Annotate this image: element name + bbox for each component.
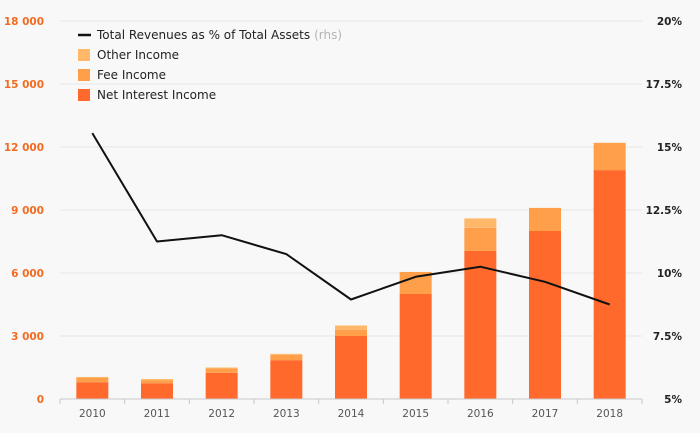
bar-net-interest-income bbox=[141, 383, 173, 399]
bar-other-income bbox=[270, 353, 303, 355]
legend-label-suffix: (rhs) bbox=[314, 28, 342, 42]
bar-fee-income bbox=[270, 354, 303, 361]
bar-net-interest-income bbox=[399, 294, 432, 399]
legend-label-text: Net Interest Income bbox=[97, 88, 216, 102]
legend: Total Revenues as % of Total Assets (rhs)… bbox=[78, 28, 342, 102]
bar-other-income bbox=[205, 367, 238, 369]
bar-fee-income bbox=[593, 142, 626, 171]
bar-fee-income bbox=[205, 368, 238, 373]
bar-fee-income bbox=[529, 207, 561, 231]
bar-net-interest-income bbox=[464, 250, 497, 399]
y-left-tick-label: 15 000 bbox=[4, 79, 44, 91]
bar-fee-income bbox=[76, 378, 109, 383]
bar-fee-income bbox=[399, 271, 432, 294]
x-tick-label: 2018 bbox=[596, 408, 623, 420]
bar-net-interest-income bbox=[76, 382, 109, 399]
bar-net-interest-income bbox=[335, 336, 367, 399]
bar-other-income bbox=[335, 325, 367, 330]
bar-fee-income bbox=[141, 380, 173, 384]
y-left-tick-label: 9 000 bbox=[11, 205, 44, 217]
x-tick-label: 2016 bbox=[467, 408, 494, 420]
bar-net-interest-income bbox=[205, 372, 238, 399]
y-right-tick-label: 12.5% bbox=[646, 205, 683, 217]
y-left-tick-label: 12 000 bbox=[4, 142, 44, 154]
x-tick-label: 2014 bbox=[338, 408, 365, 420]
y-right-tick-label: 5% bbox=[664, 394, 682, 406]
ratio-line bbox=[91, 132, 611, 306]
x-tick-label: 2017 bbox=[532, 408, 559, 420]
y-left-tick-label: 0 bbox=[37, 394, 44, 406]
legend-label: Other Income bbox=[97, 48, 179, 62]
bar-other-income bbox=[141, 379, 173, 381]
x-tick-label: 2013 bbox=[273, 408, 300, 420]
legend-label-text: Other Income bbox=[97, 48, 179, 62]
x-tick-label: 2012 bbox=[208, 408, 235, 420]
legend-label: Fee Income bbox=[97, 68, 166, 82]
legend-label: Total Revenues as % of Total Assets (rhs) bbox=[96, 28, 342, 42]
bar-net-interest-income bbox=[529, 231, 561, 399]
x-tick-label: 2011 bbox=[144, 408, 171, 420]
y-right-tick-label: 10% bbox=[657, 268, 683, 280]
stacked-bars bbox=[76, 142, 626, 399]
left-axis: 0 3 000 6 000 9 000 12 000 15 000 18 000 bbox=[4, 16, 44, 406]
legend-label-text: Total Revenues as % of Total Assets bbox=[96, 28, 310, 42]
legend-swatch bbox=[78, 49, 90, 61]
bar-fee-income bbox=[464, 227, 497, 251]
bar-fee-income bbox=[335, 329, 367, 336]
y-left-tick-label: 6 000 bbox=[11, 268, 44, 280]
line-total-revenues-pct bbox=[91, 132, 611, 306]
legend-label-text: Fee Income bbox=[97, 68, 166, 82]
bar-net-interest-income bbox=[593, 170, 626, 399]
x-tick-label: 2010 bbox=[79, 408, 106, 420]
y-right-tick-label: 17.5% bbox=[646, 79, 683, 91]
legend-swatch bbox=[78, 89, 90, 101]
y-right-tick-label: 15% bbox=[657, 142, 683, 154]
right-axis: 5% 7.5% 10% 12.5% 15% 17.5% 20% bbox=[646, 16, 683, 406]
bar-other-income bbox=[464, 218, 497, 228]
legend-label: Net Interest Income bbox=[97, 88, 216, 102]
bar-net-interest-income bbox=[270, 360, 303, 399]
y-left-tick-label: 18 000 bbox=[4, 16, 44, 28]
y-right-tick-label: 20% bbox=[657, 16, 683, 28]
x-axis: 2010 2011 2012 2013 2014 2015 2016 2017 2018 bbox=[59, 398, 643, 420]
legend-swatch bbox=[78, 69, 90, 81]
bar-other-income bbox=[76, 376, 109, 378]
x-tick-label: 2015 bbox=[402, 408, 429, 420]
y-left-tick-label: 3 000 bbox=[11, 331, 44, 343]
y-right-tick-label: 7.5% bbox=[653, 331, 683, 343]
